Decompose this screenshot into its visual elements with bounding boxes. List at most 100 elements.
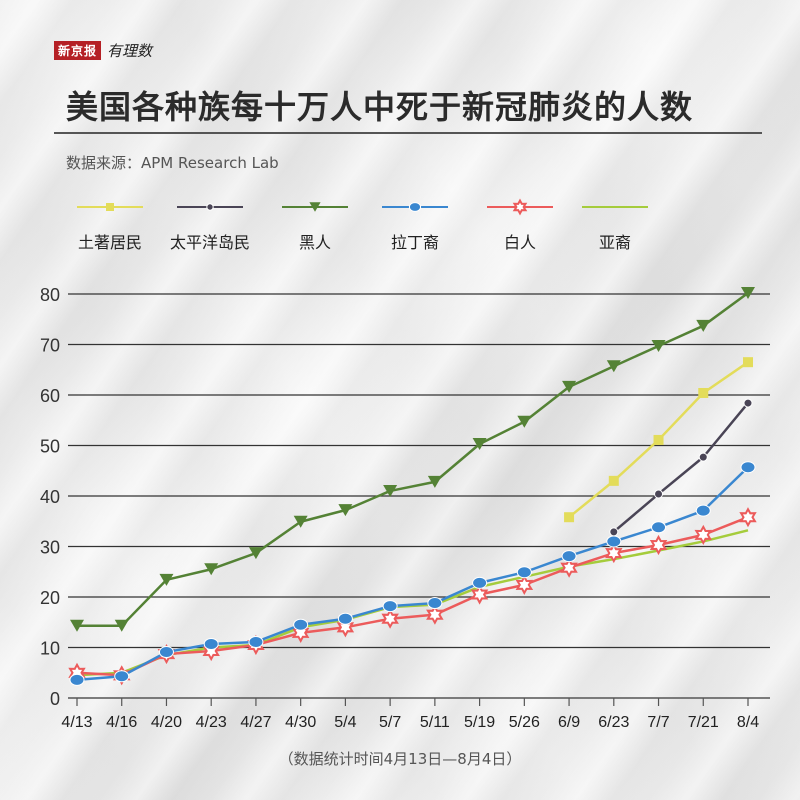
ellipse-marker: [337, 612, 353, 625]
black-legend-swatch-icon: [282, 202, 348, 212]
ellipse-marker: [472, 576, 488, 589]
star-marker: [470, 584, 489, 605]
x-tick-label: 5/4: [334, 714, 356, 731]
latino-legend-swatch-icon: [382, 202, 448, 212]
x-tick-label: 8/4: [737, 714, 759, 731]
star-marker: [512, 198, 528, 216]
square-marker: [698, 387, 709, 398]
legend-label: 亚裔: [598, 233, 631, 252]
star-marker: [560, 557, 578, 578]
legend-label: 拉丁裔: [390, 233, 439, 252]
triangle-marker: [293, 515, 308, 528]
square-marker: [564, 512, 575, 523]
y-tick-label: 40: [40, 487, 60, 507]
triangle-marker: [472, 437, 487, 450]
star-marker: [694, 524, 712, 545]
series-white: [68, 507, 757, 686]
legend-item-white: 白人: [470, 195, 570, 253]
ellipse-marker: [695, 504, 711, 517]
triangle-marker: [159, 573, 174, 586]
brand-name: 新京报: [54, 41, 102, 60]
triangle-marker: [696, 319, 711, 332]
triangle-marker: [309, 202, 321, 212]
dot-marker: [206, 203, 214, 211]
black-line: [77, 291, 749, 628]
ellipse-marker: [651, 521, 667, 534]
series-pacific: [609, 398, 753, 537]
square-marker: [608, 475, 619, 486]
y-tick-label: 0: [50, 689, 60, 709]
x-tick-label: 4/23: [196, 714, 227, 731]
ellipse-marker: [248, 635, 264, 648]
white-line: [76, 516, 749, 677]
x-tick-label: 5/19: [464, 714, 495, 731]
triangle-marker: [114, 619, 129, 632]
legend-item-asian: 亚裔: [565, 195, 665, 253]
ellipse-marker: [561, 550, 577, 563]
pacific-legend-swatch-icon: [177, 203, 243, 211]
dot-marker: [743, 398, 753, 408]
legend-label: 土著居民: [77, 233, 142, 252]
pacific-line: [612, 402, 749, 533]
series-native: [564, 357, 753, 523]
ellipse-marker: [606, 535, 622, 548]
chart-legend: 土著居民 太平洋岛民 黑人 拉丁裔 白人 亚裔: [60, 195, 648, 255]
x-tick-label: 4/27: [240, 714, 271, 731]
star-marker: [202, 640, 220, 662]
square-marker: [743, 357, 753, 368]
square-marker: [106, 203, 114, 211]
legend-item-black: 黑人: [265, 195, 365, 253]
chart-title: 美国各种族每十万人中死于新冠肺炎的人数: [66, 88, 694, 126]
triangle-marker: [427, 475, 442, 488]
triangle-marker: [338, 504, 353, 517]
triangle-marker: [204, 563, 219, 576]
triangle-marker: [383, 484, 398, 497]
ellipse-marker: [158, 646, 174, 659]
x-tick-label: 7/21: [688, 714, 719, 731]
ellipse-marker: [293, 618, 309, 631]
ellipse-marker: [740, 461, 756, 474]
triangle-marker: [248, 547, 263, 560]
latino-line: [76, 466, 749, 682]
star-marker: [381, 608, 399, 629]
legend-item-native: 土著居民: [60, 195, 160, 253]
y-tick-label: 20: [40, 588, 60, 608]
y-tick-label: 60: [40, 386, 60, 406]
ellipse-marker: [516, 566, 532, 579]
ellipse-marker: [203, 637, 219, 650]
triangle-marker: [651, 340, 666, 353]
native-legend-swatch-icon: [77, 203, 143, 211]
star-marker: [649, 534, 668, 556]
square-marker: [653, 434, 664, 445]
ellipse-marker: [114, 670, 130, 683]
y-tick-label: 50: [40, 437, 60, 457]
x-tick-label: 5/26: [509, 714, 540, 731]
star-marker: [426, 604, 444, 625]
legend-label: 白人: [503, 233, 536, 252]
x-tick-label: 6/9: [558, 714, 580, 731]
series-latino: [69, 461, 756, 686]
y-tick-label: 70: [40, 336, 60, 356]
x-tick-label: 5/7: [379, 714, 401, 731]
ellipse-marker: [408, 202, 422, 212]
y-tick-label: 30: [40, 538, 60, 558]
x-tick-label: 4/20: [151, 714, 182, 731]
x-tick-label: 4/30: [285, 714, 316, 731]
series-asian: [76, 529, 749, 677]
x-tick-label: 4/13: [61, 714, 92, 731]
dot-marker: [654, 489, 664, 499]
star-marker: [515, 574, 534, 595]
x-tick-label: 4/16: [106, 714, 137, 731]
brand-logo: 新京报 有理数: [54, 40, 152, 61]
x-tick-label: 6/23: [598, 714, 629, 731]
ellipse-marker: [382, 600, 398, 613]
x-axis-ticks: 4/13 4/16 4/20 4/23 4/27 4/30 5/4 5/7 5/11 5/19 5/…: [61, 698, 759, 731]
ellipse-marker: [69, 673, 85, 686]
star-marker: [291, 622, 310, 643]
dot-marker: [609, 527, 619, 537]
x-tick-label: 7/7: [647, 714, 669, 731]
star-marker: [739, 507, 757, 528]
x-tick-label: 5/11: [420, 714, 450, 731]
y-tick-label: 10: [40, 639, 60, 659]
